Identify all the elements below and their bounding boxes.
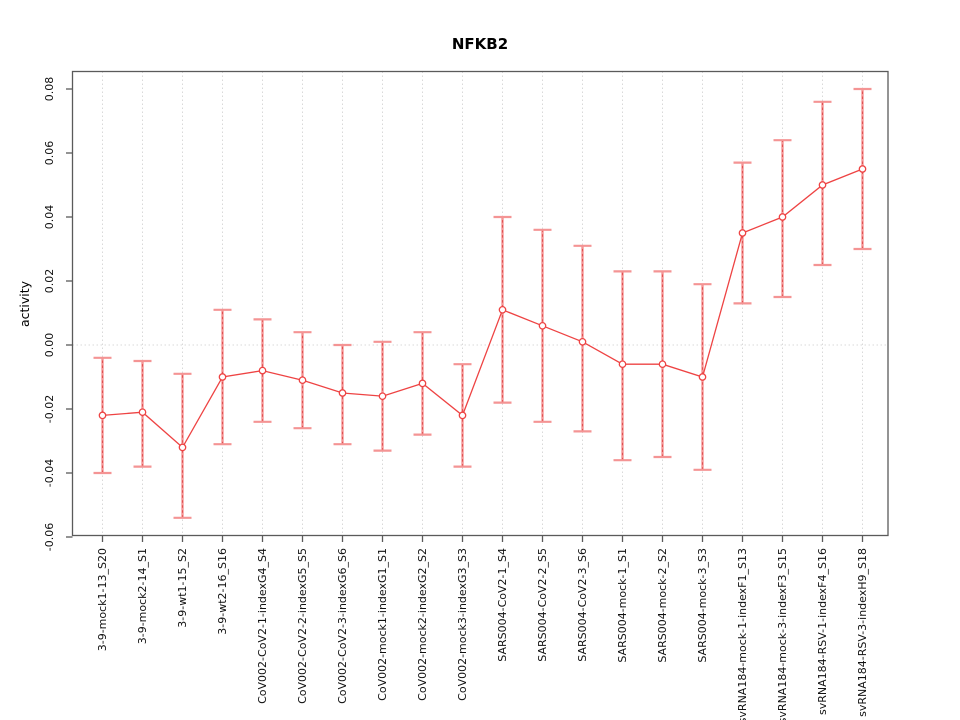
data-point xyxy=(498,305,507,314)
data-point xyxy=(738,229,747,237)
data-point xyxy=(338,389,347,397)
data-point xyxy=(98,411,107,420)
plot-box xyxy=(71,70,889,537)
data-point xyxy=(618,360,627,369)
data-point xyxy=(658,360,667,369)
data-point xyxy=(138,408,147,417)
data-point xyxy=(178,443,187,452)
chart-title: NFKB2 xyxy=(451,35,509,53)
data-point xyxy=(778,213,787,221)
data-point xyxy=(258,366,267,375)
data-point xyxy=(578,337,587,346)
series-line xyxy=(102,168,863,449)
data-point xyxy=(698,373,707,381)
data-point xyxy=(858,165,867,173)
data-point xyxy=(218,373,227,381)
data-point xyxy=(378,392,387,401)
data-point xyxy=(538,321,547,330)
data-point xyxy=(818,181,827,189)
data-point xyxy=(298,376,307,385)
data-point xyxy=(458,411,467,420)
data-point xyxy=(418,379,427,388)
